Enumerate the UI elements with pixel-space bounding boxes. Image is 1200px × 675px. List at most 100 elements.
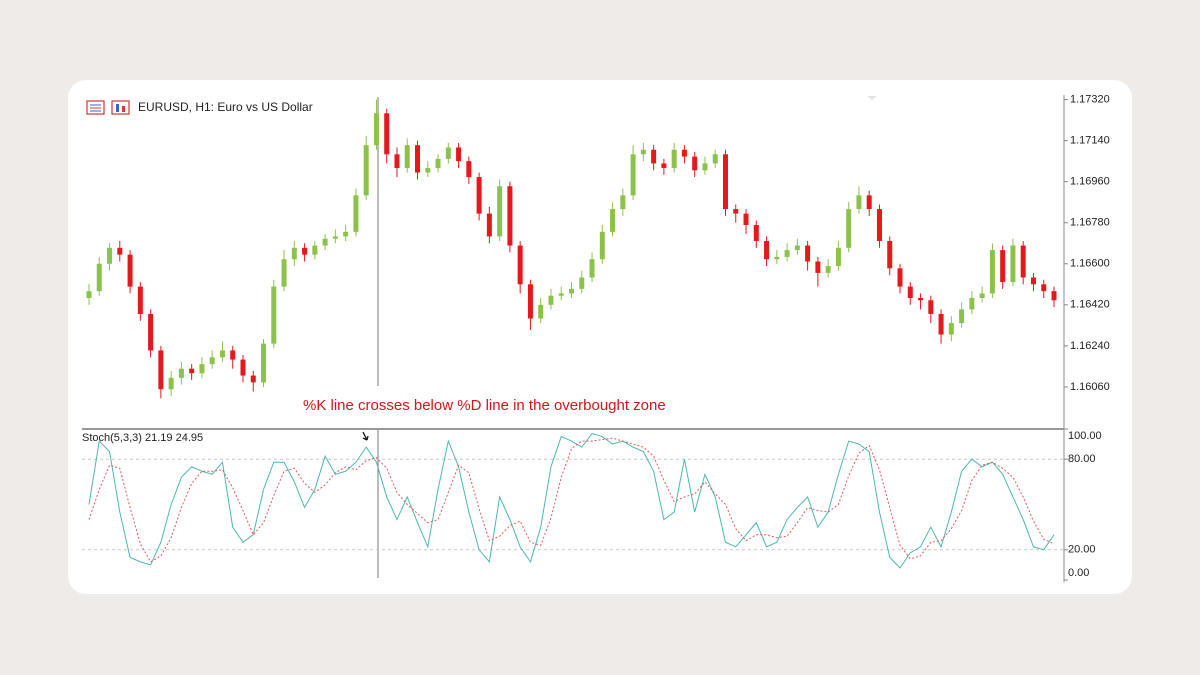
candle-body (394, 154, 400, 168)
candle-body (353, 195, 359, 232)
candle-body (476, 177, 482, 214)
candle-body (127, 254, 133, 287)
candle-body (538, 304, 544, 319)
k-value: 21.19 (145, 432, 173, 444)
candle-body (425, 167, 431, 173)
y-tick-label: 1.16960 (1070, 176, 1110, 188)
candle-body (794, 245, 800, 251)
y-tick-label: 1.16780 (1070, 217, 1110, 229)
candle-body (876, 209, 882, 241)
candle-body (620, 195, 626, 210)
candle-body (907, 286, 913, 298)
candle-body (415, 145, 421, 173)
y-tick-label: 1.16240 (1070, 340, 1110, 352)
candle-body (291, 247, 297, 260)
candle-body (548, 295, 554, 305)
candle-body (784, 250, 790, 257)
candle-body (158, 350, 164, 390)
candle-body (137, 286, 143, 314)
candle-body (897, 268, 903, 287)
y-tick-label: 1.16060 (1070, 381, 1110, 393)
chart-title: EURUSD, H1: Euro vs US Dollar (138, 100, 313, 114)
candle-body (199, 364, 205, 374)
candle-body (989, 250, 995, 294)
candle-body (219, 350, 225, 358)
candle-body (805, 245, 811, 262)
indicator-title: Stoch(5,3,3) 21.19 24.95 (82, 432, 203, 444)
candle-body (640, 149, 646, 155)
candle-body (507, 186, 513, 246)
candle-body (1010, 245, 1016, 283)
y-tick-label: 1.16600 (1070, 258, 1110, 270)
candle-body (764, 240, 770, 260)
candle-body (189, 368, 195, 374)
candle-body (261, 343, 267, 383)
candle-body (240, 359, 246, 376)
y-tick-label: 1.16420 (1070, 299, 1110, 311)
candle-body (558, 293, 564, 296)
candle-body (435, 158, 441, 168)
candle-body (302, 247, 308, 255)
candle-body (373, 113, 379, 146)
icon-bar (116, 104, 119, 112)
candle-body (486, 213, 492, 237)
candle-body (743, 213, 749, 226)
candle-body (332, 236, 338, 239)
candle-body (589, 259, 595, 278)
y-tick-label: 0.00 (1068, 567, 1089, 579)
candle-body (343, 231, 349, 237)
candle-body (630, 154, 636, 196)
icon (111, 100, 130, 115)
candle-body (1000, 250, 1006, 283)
candle-body (722, 154, 728, 210)
candle-body (887, 240, 893, 269)
candle-body (107, 247, 113, 264)
candle-body (178, 368, 184, 378)
candle-body (148, 313, 154, 351)
candle-body (322, 238, 328, 246)
candle-body (681, 149, 687, 157)
y-tick-label: 100.00 (1068, 430, 1102, 442)
candle-body (363, 145, 369, 196)
pointer-arrow (362, 431, 369, 441)
annotation: %K line crosses below %D line in the ove… (303, 397, 666, 414)
y-tick-label: 20.00 (1068, 544, 1096, 556)
candle-body (692, 156, 698, 171)
candle-body (271, 286, 277, 344)
d-value: 24.95 (176, 432, 204, 444)
candle-body (969, 297, 975, 310)
candle-body (230, 350, 236, 360)
candle-body (569, 288, 574, 294)
candle-body (579, 277, 585, 289)
candle-body (384, 113, 390, 155)
candle-body (918, 297, 924, 301)
stoch-line (88, 432, 1055, 569)
y-tick-label: 80.00 (1068, 453, 1096, 465)
candle-body (281, 259, 287, 287)
candle-body (959, 309, 965, 324)
candle-body (445, 147, 451, 159)
candle-body (702, 163, 708, 171)
candle-body (117, 247, 123, 255)
candle-body (856, 195, 862, 210)
candle-body (979, 293, 985, 298)
candle-body (753, 225, 759, 241)
candle-body (733, 209, 739, 214)
candle-body (712, 154, 718, 164)
candle-body (497, 186, 503, 237)
y-tick-label: 1.17140 (1070, 135, 1110, 147)
candle-body (835, 247, 841, 267)
candle-body (599, 231, 605, 260)
candle-body (948, 323, 954, 335)
candle-body (1051, 291, 1057, 301)
candle-body (86, 291, 92, 298)
candle-body (517, 245, 523, 285)
candle-body (846, 209, 852, 248)
candle-body (610, 209, 616, 232)
candle-body (96, 263, 102, 292)
candle-body (928, 300, 934, 314)
toolbar-icons (86, 100, 130, 115)
candle-body (671, 149, 677, 168)
candle-body (466, 161, 472, 178)
